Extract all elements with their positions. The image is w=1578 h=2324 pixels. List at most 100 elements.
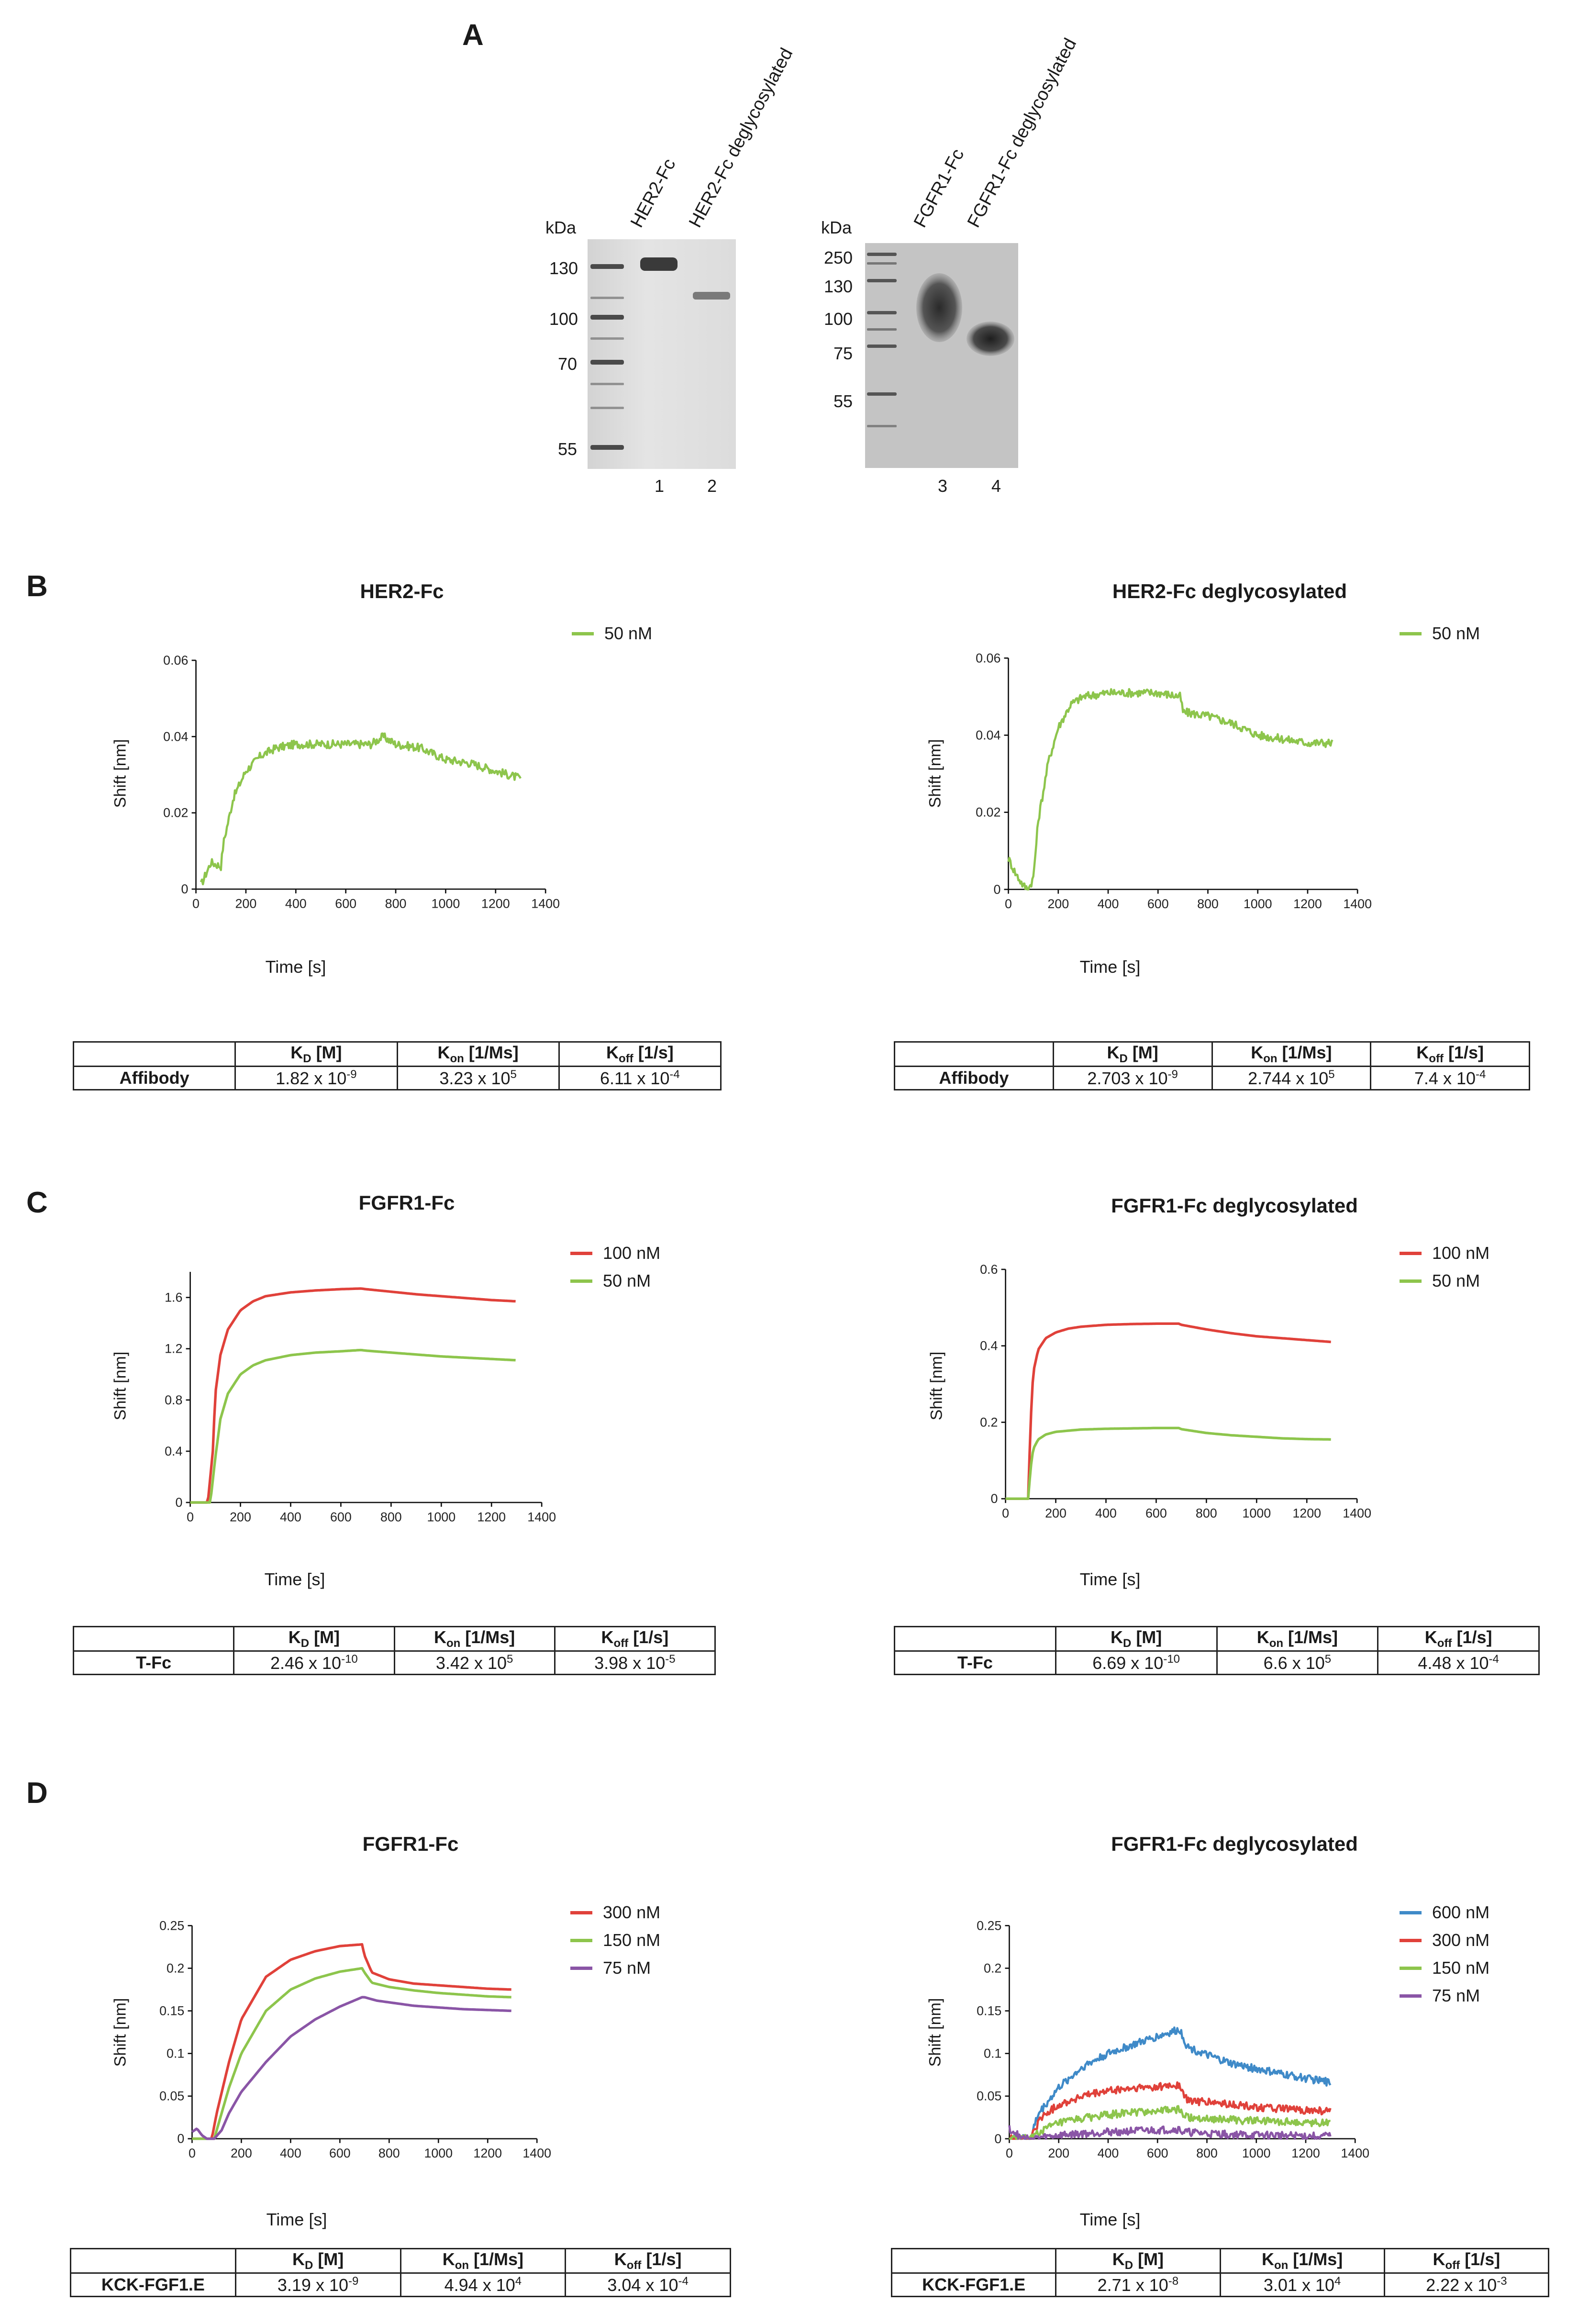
- gel-left-marker-130: 130: [549, 258, 578, 278]
- plot-area: 0 0.2 0.4 0.6 0 200 400 600 800 1000 1200 1400: [980, 1262, 1371, 1521]
- table-header-cell: [70, 2247, 236, 2274]
- series-line-75-nm: [1008, 2125, 1332, 2140]
- legend-item: 100 nM: [570, 1239, 660, 1267]
- panel-a-letter: A: [462, 19, 484, 52]
- x-tick-label: 200: [235, 897, 257, 911]
- y-tick-label: 0.4: [980, 1339, 998, 1353]
- y-tick-label: 0.25: [977, 1918, 1001, 1933]
- y-tick-label: 0.1: [984, 2046, 1001, 2061]
- table-row: KCK-FGF1.E 2.71 x 10-8 3.01 x 104 2.22 x 10…: [890, 2272, 1550, 2298]
- table-cell: 3.19 x 10-9: [234, 2272, 401, 2298]
- chart-title: FGFR1-Fc deglycosylated: [1111, 1833, 1358, 1855]
- gel-right-lane-label-4: FGFR1-Fc deglycosylated: [964, 35, 1081, 231]
- legend-item: 300 nM: [570, 1899, 660, 1926]
- gel-left-lane-number-2: 2: [707, 476, 717, 496]
- gel-right-lane-number-3: 3: [938, 476, 948, 496]
- table-cell: 4.48 x 10-4: [1377, 1650, 1540, 1676]
- x-tick-label: 1000: [1242, 2146, 1271, 2160]
- legend-swatch: [570, 1966, 592, 1970]
- table-cell: 2.703 x 10-9: [1052, 1066, 1213, 1091]
- x-tick-label: 200: [230, 1510, 251, 1524]
- y-tick-label: 0: [177, 2132, 184, 2146]
- table-row-name: Affibody: [72, 1066, 236, 1091]
- gel-right-marker-100: 100: [824, 309, 853, 329]
- x-tick-label: 200: [1048, 2146, 1069, 2160]
- table-row-name: KCK-FGF1.E: [70, 2272, 236, 2298]
- legend: 600 nM 300 nM 150 nM 75 nM: [1400, 1899, 1489, 2010]
- table-row-name: KCK-FGF1.E: [890, 2272, 1057, 2298]
- y-axis-label: Shift [nm]: [111, 1351, 130, 1421]
- plot-area: 0 0.02 0.04 0.06 0 200 400 600 800 1000 1200 1400: [976, 651, 1372, 911]
- legend: 100 nM 50 nM: [570, 1239, 660, 1295]
- x-tick-label: 1200: [477, 1510, 506, 1524]
- x-tick-label: 600: [330, 1510, 352, 1524]
- gel-left-lane-number-1: 1: [655, 476, 665, 496]
- table-cell: 6.6 x 105: [1216, 1650, 1379, 1676]
- chart-title: FGFR1-Fc deglycosylated: [1111, 1194, 1358, 1217]
- y-tick-label: 0: [991, 1491, 998, 1506]
- series-line-150-nm: [192, 1967, 511, 2140]
- x-tick-label: 400: [1098, 897, 1119, 911]
- table-cell: 7.4 x 10-4: [1370, 1066, 1530, 1091]
- x-tick-label: 1400: [1343, 897, 1372, 911]
- y-tick-label: 0.15: [977, 2004, 1001, 2018]
- table-header-cell: [890, 2247, 1057, 2274]
- y-tick-label: 0.02: [976, 805, 1000, 820]
- gel-left-image: [588, 239, 736, 469]
- table-header-cell: [894, 1041, 1054, 1067]
- x-tick-label: 400: [280, 2146, 301, 2160]
- x-tick-label: 800: [1196, 1506, 1217, 1521]
- table-cell: 3.98 x 10-5: [554, 1650, 716, 1676]
- table-row: T-Fc 2.46 x 10-10 3.42 x 105 3.98 x 10-5: [72, 1650, 716, 1676]
- table-row: T-Fc 6.69 x 10-10 6.6 x 105 4.48 x 10-4: [894, 1650, 1540, 1676]
- kinetics-table-b-left: KD [M] Kon [1/Ms] Koff [1/s] Affibody 1.82 x…: [72, 1041, 722, 1091]
- y-tick-label: 0.2: [980, 1415, 998, 1429]
- table-header-cell: KD [M]: [234, 1041, 398, 1067]
- table-header-cell: Koff [1/s]: [1383, 2247, 1550, 2274]
- chart-title: HER2-Fc: [360, 580, 444, 602]
- gel-right-lane-number-4: 4: [991, 476, 1001, 496]
- y-axis-label: Shift [nm]: [926, 1998, 945, 2067]
- x-tick-label: 1400: [527, 1510, 556, 1524]
- legend-label: 300 nM: [1432, 1930, 1490, 1950]
- table-header-cell: [894, 1625, 1056, 1652]
- chart-title: FGFR1-Fc: [358, 1191, 455, 1214]
- x-axis-label: Time [s]: [264, 1569, 325, 1589]
- axes: [189, 1272, 542, 1503]
- table-header-cell: Koff [1/s]: [554, 1625, 716, 1652]
- x-tick-label: 800: [380, 1510, 402, 1524]
- table-header-cell: [72, 1041, 236, 1067]
- table-header-row: KD [M] Kon [1/Ms] Koff [1/s]: [894, 1625, 1540, 1652]
- x-tick-label: 1400: [531, 897, 560, 911]
- table-header-cell: KD [M]: [233, 1625, 395, 1652]
- table-header-row: KD [M] Kon [1/Ms] Koff [1/s]: [72, 1041, 722, 1067]
- y-tick-label: 0.05: [977, 2089, 1001, 2103]
- legend-item: 50 nM: [570, 1267, 660, 1295]
- table-header-cell: Kon [1/Ms]: [1211, 1041, 1372, 1067]
- gel-left-marker-70: 70: [558, 354, 578, 374]
- gel-right-marker-75: 75: [833, 344, 853, 363]
- axes: [1008, 658, 1358, 890]
- x-tick-label: 1200: [481, 897, 510, 911]
- legend-swatch: [572, 632, 594, 635]
- y-tick-label: 0.25: [159, 1918, 184, 1933]
- legend: 300 nM 150 nM 75 nM: [570, 1899, 660, 1982]
- x-tick-label: 0: [1006, 2146, 1013, 2160]
- series-line-75-nm: [191, 1996, 511, 2140]
- table-header-row: KD [M] Kon [1/Ms] Koff [1/s]: [894, 1041, 1530, 1067]
- legend-swatch: [570, 1279, 592, 1283]
- gel-right-marker-130: 130: [824, 277, 853, 296]
- y-tick-label: 0.2: [984, 1961, 1001, 1975]
- x-tick-label: 1400: [1343, 1506, 1371, 1521]
- x-tick-label: 200: [231, 2146, 252, 2160]
- legend: 100 nM 50 nM: [1400, 1239, 1489, 1295]
- y-tick-label: 0.2: [167, 1961, 184, 1975]
- x-tick-label: 400: [285, 897, 307, 911]
- chart-title: HER2-Fc deglycosylated: [1112, 580, 1347, 602]
- kinetics-table-d-right: KD [M] Kon [1/Ms] Koff [1/s] KCK-FGF1.E 2.71…: [890, 2247, 1550, 2298]
- gel-right-lane-label-3: FGFR1-Fc: [910, 145, 968, 231]
- table-header-cell: Koff [1/s]: [1377, 1625, 1540, 1652]
- axes: [195, 660, 546, 890]
- x-tick-label: 1200: [1293, 897, 1322, 911]
- legend: 50 nM: [572, 620, 652, 647]
